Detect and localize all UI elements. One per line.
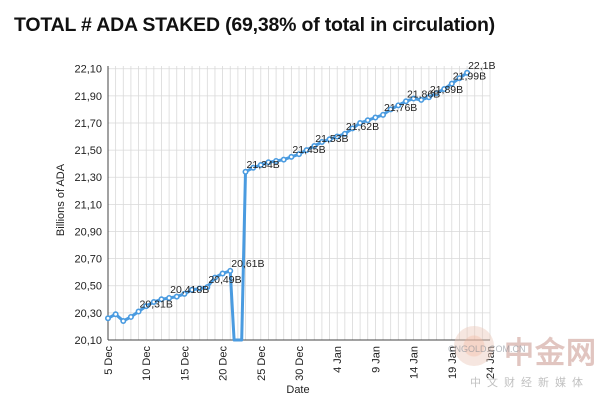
x-axis: 5 Dec 10 Dec 15 Dec 20 Dec 25 Dec 30 Dec 4 Jan… (103, 346, 497, 381)
data-point (410, 95, 417, 102)
y-tick-label: 20,10 (74, 335, 102, 347)
data-point (341, 130, 348, 137)
data-label: 21,99B (453, 71, 486, 83)
data-point (173, 293, 180, 300)
data-point (158, 296, 165, 303)
data-point (150, 299, 157, 306)
x-tick-label: 20 Dec (218, 346, 230, 381)
data-point (280, 156, 287, 163)
watermark-subtitle: 中文财经新媒体 (470, 376, 589, 389)
data-point (464, 69, 471, 76)
data-point (295, 151, 302, 158)
data-point (364, 117, 371, 124)
data-point (372, 114, 379, 121)
x-tick-label: 4 Jan (332, 346, 344, 373)
data-point (219, 270, 226, 277)
y-tick-label: 20,30 (74, 308, 102, 320)
data-point (120, 318, 127, 325)
data-point (441, 86, 448, 93)
data-point (227, 267, 234, 274)
data-point (204, 284, 211, 291)
data-label: 20,31B (140, 299, 173, 311)
data-point (311, 143, 318, 150)
data-point (265, 159, 272, 166)
data-point (448, 80, 455, 87)
data-point (112, 311, 119, 318)
data-point (127, 313, 134, 320)
data-point (189, 286, 196, 293)
x-tick-label: 9 Jan (370, 346, 382, 373)
data-point (395, 102, 402, 109)
y-tick-label: 20,50 (74, 281, 102, 293)
data-point (105, 315, 112, 322)
data-point (196, 285, 203, 292)
chart-title: TOTAL # ADA STAKED (69,38% of total in c… (14, 14, 495, 36)
y-axis: 20,10 20,30 20,50 20,70 20,90 21,10 21,30 21,50… (74, 64, 102, 347)
data-point (211, 274, 218, 281)
data-labels: 20,31B20,418B20,49B20,61B21,34B21,45B21,… (140, 60, 496, 311)
y-tick-label: 21,70 (74, 118, 102, 130)
y-tick-label: 21,90 (74, 91, 102, 103)
x-tick-label: 25 Dec (256, 346, 268, 381)
data-label: 20,418B (170, 284, 209, 296)
data-point (135, 308, 142, 315)
data-point (357, 119, 364, 126)
data-point (181, 290, 188, 297)
y-tick-label: 20,90 (74, 226, 102, 238)
data-label: 21,89B (430, 84, 463, 96)
series (105, 69, 471, 342)
data-point (334, 133, 341, 140)
data-point (387, 106, 394, 113)
data-point (425, 94, 432, 101)
data-label: 21,62B (346, 121, 379, 133)
data-point (349, 125, 356, 132)
watermark-url: CNGOLD.COM.CN (448, 344, 526, 354)
x-tick-label: 30 Dec (294, 346, 306, 381)
data-point (402, 98, 409, 105)
data-label: 21,86B (407, 88, 440, 100)
data-point (242, 168, 249, 175)
data-point (326, 136, 333, 143)
data-label: 20,49B (208, 274, 241, 286)
x-tick-label: 10 Dec (141, 346, 153, 381)
data-label: 21,76B (384, 102, 417, 114)
data-label: 21,53B (315, 133, 348, 145)
data-point (166, 294, 173, 301)
data-point (250, 164, 257, 171)
data-point (257, 162, 264, 169)
x-tick-label: 15 Dec (179, 346, 191, 381)
x-tick-label: 5 Dec (103, 346, 115, 375)
x-axis-label: Date (286, 384, 309, 396)
data-point (143, 303, 150, 310)
y-tick-label: 20,70 (74, 254, 102, 266)
data-point (288, 153, 295, 160)
watermark-logo-icon (454, 326, 494, 366)
data-point (380, 111, 387, 118)
data-label: 22,1B (468, 60, 495, 72)
data-point (456, 75, 463, 82)
data-label: 21,34B (247, 159, 280, 171)
data-point (318, 138, 325, 145)
y-tick-label: 21,50 (74, 145, 102, 157)
watermark: 中金网 CNGOLD.COM.CN 中文财经新媒体 (448, 326, 598, 398)
x-tick-label: 14 Jan (409, 346, 421, 379)
data-point (418, 96, 425, 103)
y-tick-label: 22,10 (74, 64, 102, 76)
y-tick-label: 21,30 (74, 172, 102, 184)
y-axis-label: Billions of ADA (55, 163, 67, 236)
data-label: 20,61B (231, 258, 264, 270)
data-point (433, 90, 440, 97)
data-label: 21,45B (292, 144, 325, 156)
watermark-brand: 中金网 (504, 336, 597, 371)
y-tick-label: 21,10 (74, 199, 102, 211)
data-point (303, 147, 310, 154)
data-point (273, 157, 280, 164)
